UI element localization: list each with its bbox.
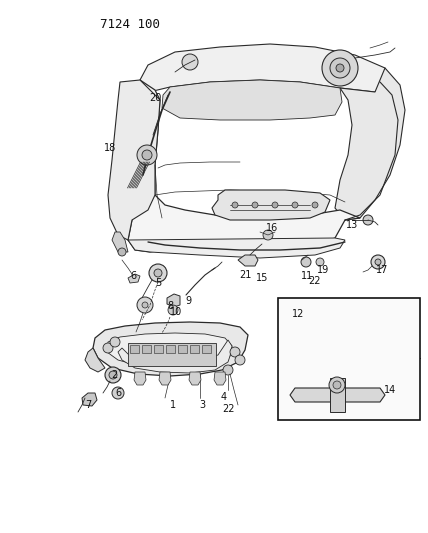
Bar <box>178 345 187 353</box>
Bar <box>166 345 175 353</box>
Text: 21: 21 <box>239 270 251 280</box>
Polygon shape <box>189 372 201 385</box>
Text: 22: 22 <box>309 276 321 286</box>
Text: 18: 18 <box>104 143 116 153</box>
Circle shape <box>371 255 385 269</box>
Text: 2: 2 <box>111 370 117 380</box>
Circle shape <box>149 264 167 282</box>
Text: 15: 15 <box>256 273 268 283</box>
Circle shape <box>142 302 148 308</box>
Polygon shape <box>330 378 345 412</box>
Text: 10: 10 <box>170 307 182 317</box>
Circle shape <box>292 202 298 208</box>
Polygon shape <box>128 238 345 258</box>
Polygon shape <box>159 372 171 385</box>
Bar <box>128 343 216 366</box>
Polygon shape <box>82 393 97 406</box>
Circle shape <box>142 150 152 160</box>
Polygon shape <box>335 68 405 220</box>
Text: 7: 7 <box>85 400 91 410</box>
Circle shape <box>230 347 240 357</box>
Bar <box>190 345 199 353</box>
Circle shape <box>272 202 278 208</box>
Bar <box>142 345 151 353</box>
Text: 14: 14 <box>384 385 396 395</box>
Text: 13: 13 <box>346 220 358 230</box>
Circle shape <box>337 327 343 333</box>
Circle shape <box>301 257 311 267</box>
Circle shape <box>330 58 350 78</box>
Polygon shape <box>108 80 160 240</box>
Polygon shape <box>162 80 342 120</box>
Bar <box>154 345 163 353</box>
Circle shape <box>363 215 373 225</box>
Circle shape <box>263 230 273 240</box>
Circle shape <box>375 259 381 265</box>
Text: 8: 8 <box>167 301 173 311</box>
Circle shape <box>110 337 120 347</box>
Bar <box>130 345 139 353</box>
Circle shape <box>235 355 245 365</box>
Polygon shape <box>290 388 385 402</box>
Circle shape <box>168 305 178 315</box>
Bar <box>202 345 211 353</box>
Text: 17: 17 <box>376 265 388 275</box>
Circle shape <box>329 377 345 393</box>
Text: 12: 12 <box>292 309 304 319</box>
Text: 7124 100: 7124 100 <box>100 18 160 31</box>
Polygon shape <box>167 294 180 307</box>
Polygon shape <box>128 274 140 283</box>
Text: 3: 3 <box>199 400 205 410</box>
Circle shape <box>322 50 358 86</box>
Text: 19: 19 <box>317 265 329 275</box>
Text: 6: 6 <box>115 388 121 398</box>
Polygon shape <box>85 348 105 372</box>
Circle shape <box>109 371 117 379</box>
Text: 5: 5 <box>155 278 161 288</box>
Text: 11: 11 <box>301 271 313 281</box>
Text: 20: 20 <box>149 93 161 103</box>
Circle shape <box>103 343 113 353</box>
Polygon shape <box>128 80 360 252</box>
Text: 22: 22 <box>223 404 235 414</box>
Circle shape <box>182 54 198 70</box>
Text: 9: 9 <box>185 296 191 306</box>
Polygon shape <box>107 333 232 368</box>
Polygon shape <box>93 322 248 376</box>
Circle shape <box>112 387 124 399</box>
Polygon shape <box>238 255 258 266</box>
Text: 4: 4 <box>221 392 227 402</box>
Circle shape <box>137 145 157 165</box>
Circle shape <box>333 323 347 337</box>
Circle shape <box>232 202 238 208</box>
Circle shape <box>336 64 344 72</box>
Circle shape <box>118 248 126 256</box>
Text: 1: 1 <box>170 400 176 410</box>
Circle shape <box>137 297 153 313</box>
Circle shape <box>316 258 324 266</box>
Polygon shape <box>134 372 146 385</box>
Circle shape <box>105 367 121 383</box>
Circle shape <box>252 202 258 208</box>
Polygon shape <box>140 44 390 93</box>
Text: 6: 6 <box>130 271 136 281</box>
Text: 16: 16 <box>266 223 278 233</box>
Bar <box>278 298 420 420</box>
Circle shape <box>154 269 162 277</box>
Polygon shape <box>214 372 226 385</box>
Circle shape <box>312 202 318 208</box>
Circle shape <box>223 365 233 375</box>
Polygon shape <box>118 340 232 373</box>
Circle shape <box>333 381 341 389</box>
Polygon shape <box>112 232 128 252</box>
Polygon shape <box>212 190 330 220</box>
